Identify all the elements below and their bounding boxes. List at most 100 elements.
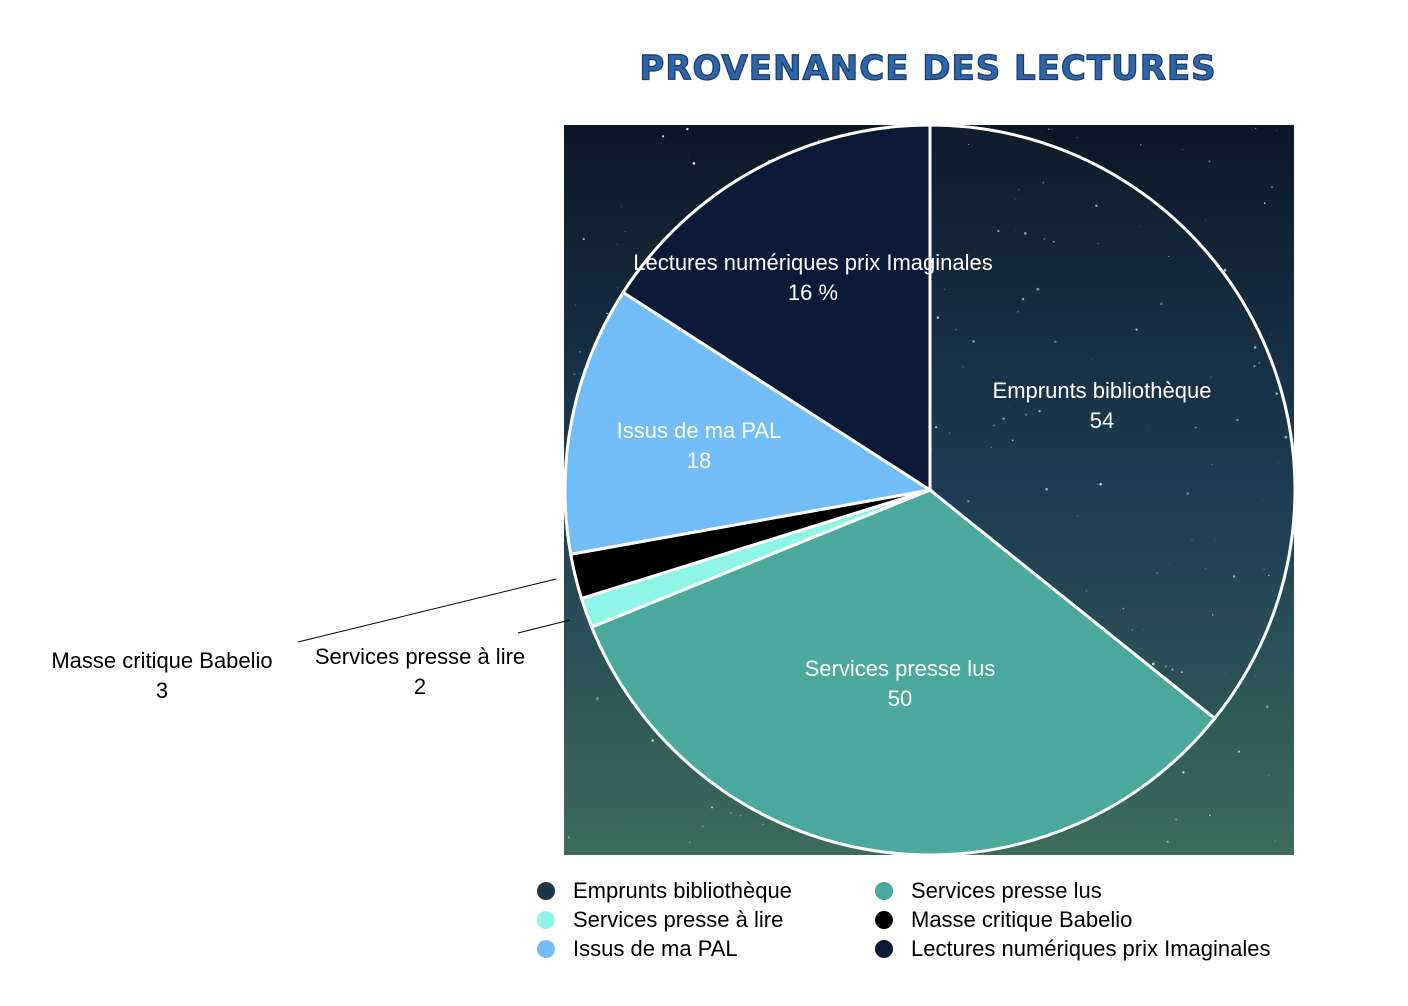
star [1091, 358, 1093, 360]
star [1171, 668, 1174, 671]
star [711, 806, 713, 809]
star [1097, 483, 1099, 485]
legend-label: Services presse lus [911, 878, 1102, 903]
pie-slice [563, 290, 935, 556]
chart-title: PROVENANCE DES LECTURES [639, 49, 1216, 89]
star [1210, 376, 1212, 378]
legend-label: Masse critique Babelio [911, 907, 1132, 932]
star [661, 135, 665, 138]
star [1237, 750, 1241, 753]
star [1135, 328, 1138, 331]
slice-label: Masse critique Babelio [51, 648, 272, 673]
star [1166, 840, 1169, 843]
star [1255, 675, 1257, 677]
star [1122, 607, 1125, 610]
legend-marker [537, 911, 555, 929]
star [1164, 665, 1167, 668]
star [1214, 539, 1216, 541]
star [1276, 130, 1278, 132]
star [1253, 346, 1257, 349]
slice-value-label: 18 [687, 448, 711, 473]
star [1085, 590, 1088, 592]
star [1099, 482, 1102, 486]
star [1036, 287, 1040, 291]
star [1195, 426, 1197, 429]
star [972, 340, 975, 343]
star [967, 500, 970, 503]
slice-label: Issus de ma PAL [617, 418, 782, 443]
legend-marker [875, 882, 893, 900]
star [1275, 392, 1278, 395]
star [686, 127, 689, 131]
star [1175, 818, 1177, 821]
star [1015, 198, 1017, 200]
star [1023, 231, 1027, 235]
star [1223, 268, 1227, 272]
star [1182, 149, 1184, 150]
star [1045, 487, 1048, 491]
legend-label: Emprunts bibliothèque [573, 878, 792, 903]
star [1191, 539, 1193, 542]
slice-value-label: 50 [888, 686, 912, 711]
star [1043, 237, 1046, 240]
star [606, 312, 609, 315]
slice-label: Lectures numériques prix Imaginales [633, 250, 993, 275]
star [1270, 186, 1274, 189]
star [1017, 310, 1019, 313]
star [1211, 614, 1214, 616]
star [595, 697, 599, 701]
star [1273, 255, 1275, 257]
star [1208, 160, 1211, 163]
star [983, 264, 986, 268]
star [1284, 435, 1288, 439]
star [740, 815, 742, 817]
slice-value-label: 54 [1090, 408, 1114, 433]
star [955, 328, 957, 331]
star [1262, 500, 1263, 501]
star [1042, 181, 1045, 184]
star [688, 841, 691, 844]
star [1255, 127, 1257, 129]
star [616, 243, 618, 245]
star [1277, 462, 1279, 463]
star [762, 823, 765, 826]
star [702, 825, 704, 828]
star [1002, 417, 1005, 420]
star [624, 230, 626, 232]
star [944, 288, 945, 290]
legend-label: Lectures numériques prix Imaginales [911, 936, 1271, 961]
star [579, 373, 581, 375]
slice-value-label: 3 [156, 678, 168, 703]
star [1180, 671, 1183, 674]
star [579, 350, 581, 353]
star [1054, 340, 1057, 343]
star [1077, 515, 1078, 517]
leader-line [297, 578, 557, 643]
slice-label: Services presse lus [805, 656, 996, 681]
star [1271, 333, 1273, 335]
star [1160, 302, 1163, 306]
star [1168, 562, 1170, 564]
slice-value-label: 16 % [788, 280, 838, 305]
star [1139, 225, 1141, 227]
star [1205, 567, 1206, 569]
star [1008, 405, 1010, 407]
star [1156, 572, 1159, 574]
star [1040, 132, 1042, 133]
star [1225, 673, 1227, 675]
star [779, 851, 781, 853]
star [1021, 297, 1025, 301]
star [1253, 365, 1256, 368]
star [1168, 255, 1170, 258]
legend-marker [537, 940, 555, 958]
star [1131, 629, 1133, 631]
star [1052, 240, 1055, 243]
star [617, 287, 619, 289]
star [1258, 362, 1261, 364]
star [993, 424, 995, 426]
star [1232, 575, 1236, 578]
star [573, 372, 576, 376]
star [1051, 128, 1053, 130]
star [1211, 463, 1213, 466]
